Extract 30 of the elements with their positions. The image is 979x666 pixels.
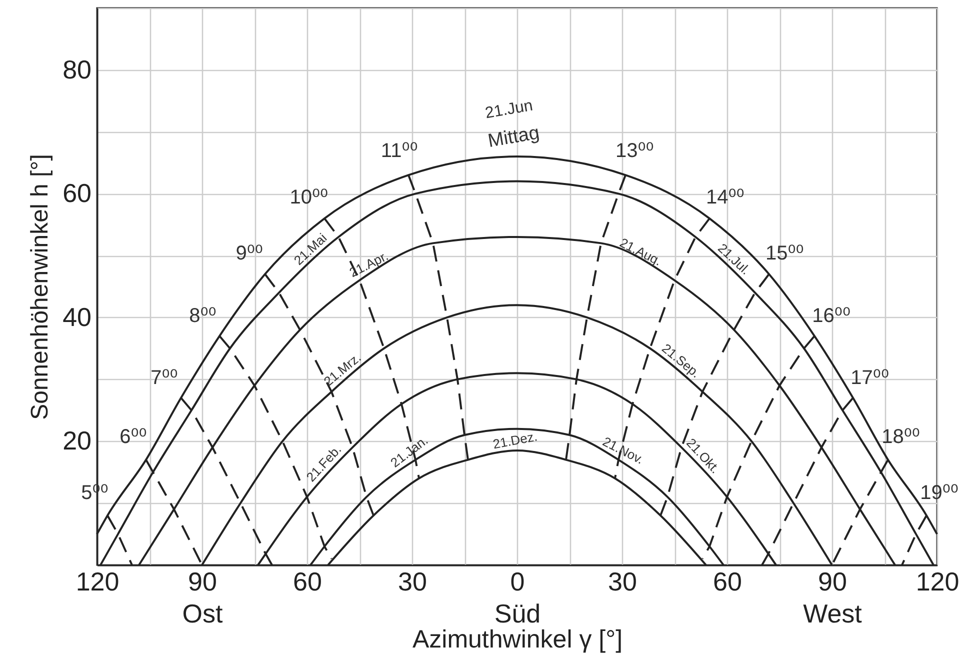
y-axis-title: Sonnenhöhenwinkel h [°] xyxy=(26,154,54,420)
y-tick-label: 40 xyxy=(62,302,92,332)
annotation: 15⁰⁰ xyxy=(766,242,804,264)
annotation: 16⁰⁰ xyxy=(812,305,850,328)
x-tick-label: 120 xyxy=(916,566,960,596)
annotation: 14⁰⁰ xyxy=(706,186,744,209)
annotation: 9⁰⁰ xyxy=(236,242,263,264)
x-tick-label: 90 West xyxy=(803,566,863,628)
annotation: 21.Dez. xyxy=(492,428,538,452)
y-tick-label: 80 xyxy=(62,54,92,84)
annotation: 10⁰⁰ xyxy=(290,186,328,209)
annotation: 11⁰⁰ xyxy=(380,140,418,162)
annotation: 13⁰⁰ xyxy=(616,140,654,162)
x-tick-label: 90 Ost xyxy=(182,566,224,628)
y-tick-label: 20 xyxy=(62,426,92,456)
x-tick-label: 30 xyxy=(398,566,427,596)
x-tick-label: 0 Süd xyxy=(494,566,541,628)
x-tick-label: 60 xyxy=(293,566,322,596)
annotation: 6⁰⁰ xyxy=(120,426,147,448)
annotation: 17⁰⁰ xyxy=(850,367,889,390)
annotation: 21.Jun xyxy=(484,97,534,122)
annotation: 8⁰⁰ xyxy=(189,305,216,328)
x-tick-label: 60 xyxy=(713,566,742,596)
x-tick-label: 120 xyxy=(76,566,120,596)
x-tick-label: 30 xyxy=(608,566,637,596)
x-axis-title: Azimuthwinkel γ [°] xyxy=(412,626,623,654)
annotation: 7⁰⁰ xyxy=(150,367,178,390)
annotation: 18⁰⁰ xyxy=(882,426,920,448)
annotation: Mittag xyxy=(486,122,541,152)
y-tick-label: 60 xyxy=(62,178,92,208)
